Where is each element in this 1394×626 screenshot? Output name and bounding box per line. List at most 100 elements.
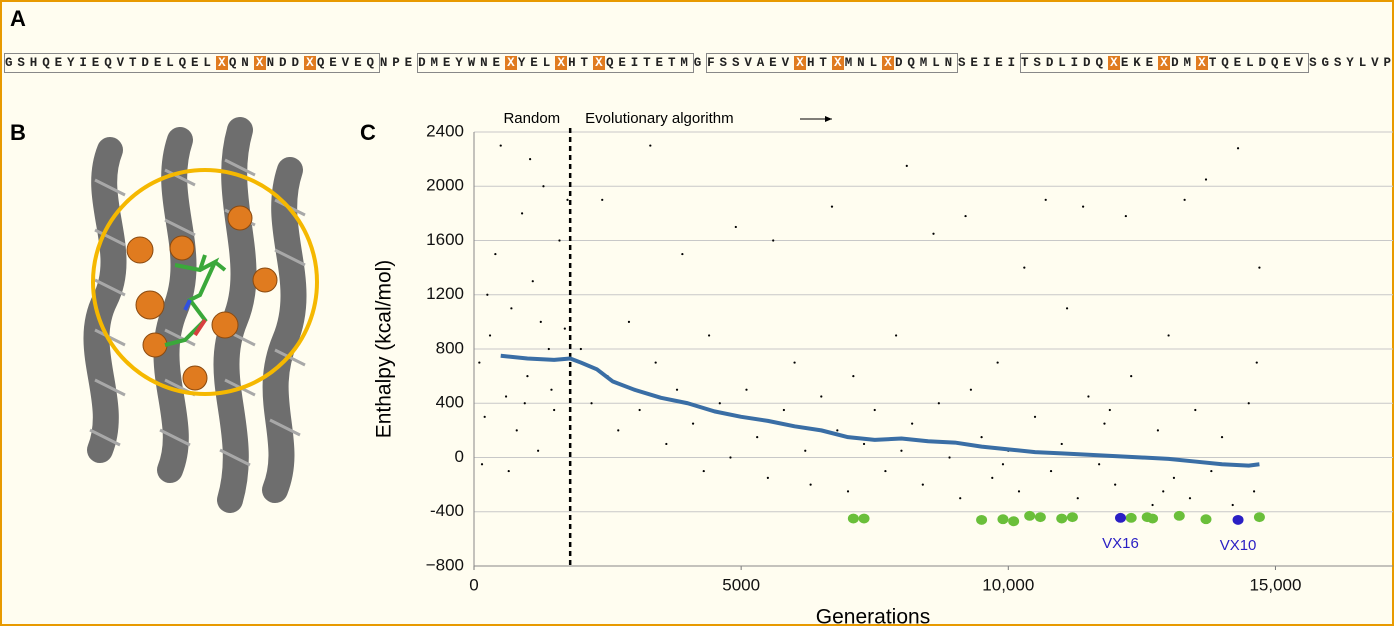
design-point [707, 334, 711, 337]
modified-residue: X [215, 56, 228, 70]
design-point [820, 395, 823, 398]
design-point [1172, 476, 1176, 479]
design-point [1114, 483, 1117, 486]
residues: EKE [1120, 56, 1159, 70]
design-point [846, 490, 850, 493]
panel-label: C [360, 120, 376, 145]
design-point [488, 334, 492, 337]
point-label: VX16 [1102, 535, 1139, 552]
design-point [1033, 415, 1037, 418]
design-point [1188, 497, 1192, 500]
residues: YEL [517, 56, 556, 70]
design-point [1098, 463, 1101, 466]
design-point [1001, 463, 1005, 466]
design-point [959, 497, 962, 500]
design-point [1231, 503, 1234, 507]
protein-structure [83, 117, 319, 513]
design-point [862, 442, 866, 446]
residues: DMEYWNE [418, 56, 505, 70]
design-point [782, 408, 785, 412]
y-tick-label: 1200 [426, 284, 464, 303]
design-point [480, 463, 484, 466]
design-point [486, 293, 489, 296]
design-point [873, 408, 876, 412]
design-point [627, 320, 631, 323]
design-point [553, 408, 556, 412]
residues: QN [228, 56, 254, 70]
design-point [499, 144, 502, 147]
selected-design [847, 513, 859, 524]
design-point [900, 449, 903, 452]
sequence-segment: G [694, 54, 706, 72]
design-point [734, 225, 737, 229]
selected-design [997, 514, 1009, 525]
design-point [852, 375, 855, 378]
panel-label: A [10, 6, 26, 31]
residues: MNL [844, 56, 882, 70]
annotation: Evolutionary algorithm [585, 110, 733, 127]
sequence-segment: GSHQEYIEQVTDELQEL X QN X NDD X QEVEQ [4, 53, 380, 73]
design-point [756, 436, 759, 439]
design-point [483, 415, 486, 418]
design-point [494, 252, 497, 256]
selected-design [858, 513, 870, 524]
sequence: GSHQEYIEQVTDELQEL X QN X NDD X QEVEQ NPE DMEYWNE… [4, 52, 1394, 74]
design-point [921, 483, 924, 486]
selected-design [976, 514, 988, 525]
design-point [523, 402, 526, 405]
design-point [504, 395, 508, 398]
design-point [1258, 266, 1261, 269]
design-point [1236, 147, 1240, 150]
residues: QEITETM [605, 56, 693, 70]
design-point [830, 205, 834, 208]
design-point [1103, 422, 1106, 425]
residues: QEVEQ [316, 56, 379, 70]
y-tick-label: 800 [436, 338, 464, 357]
design-point [980, 436, 983, 439]
design-point [1087, 395, 1090, 398]
design-point [894, 334, 898, 337]
design-point [1167, 334, 1170, 337]
design-point [772, 239, 775, 242]
design-point [1060, 442, 1063, 446]
design-point [590, 402, 593, 405]
design-point [1252, 490, 1256, 493]
point-label: VX10 [1220, 537, 1257, 554]
design-point [520, 212, 524, 215]
design-point [991, 476, 994, 479]
y-tick-label: 0 [455, 447, 464, 466]
design-point [1065, 307, 1069, 310]
modified-residue: X [504, 56, 517, 70]
design-point [510, 307, 513, 310]
sequence-segment: DMEYWNE X YEL X HT X QEITETM [417, 53, 694, 73]
design-point [911, 422, 914, 425]
y-tick-label: 2000 [426, 176, 464, 195]
modified-residue: X [1195, 56, 1208, 70]
design-point [1183, 198, 1186, 201]
design-point [1204, 178, 1208, 181]
selected-design [1034, 512, 1046, 523]
modified-residue: X [882, 56, 894, 70]
sequence-segment: SGSYLVPE [1309, 54, 1394, 72]
design-point [1247, 402, 1250, 405]
design-point [1049, 469, 1053, 473]
design-point [515, 429, 518, 432]
selected-design [1008, 516, 1020, 527]
design-point [681, 252, 684, 256]
design-point [766, 476, 769, 479]
sequence-segment: TSDLIDQ X EKE X DM X TQELDQEV [1020, 53, 1310, 73]
selected-design [1024, 510, 1036, 521]
y-tick-label: −800 [426, 555, 464, 574]
modified-residue: X [831, 56, 844, 70]
residues: GSHQEYIEQVTDELQEL [5, 56, 216, 70]
design-point [691, 422, 695, 425]
design-point [1124, 214, 1127, 218]
residues: TQELDQEV [1208, 56, 1309, 70]
y-tick-label: -400 [430, 501, 464, 520]
residues: NPE [379, 56, 418, 70]
modified-residue: X [303, 56, 316, 70]
y-tick-label: 400 [436, 393, 464, 412]
sequence-segment: SEIEI [958, 54, 1020, 72]
y-tick-label: 2400 [426, 121, 464, 140]
